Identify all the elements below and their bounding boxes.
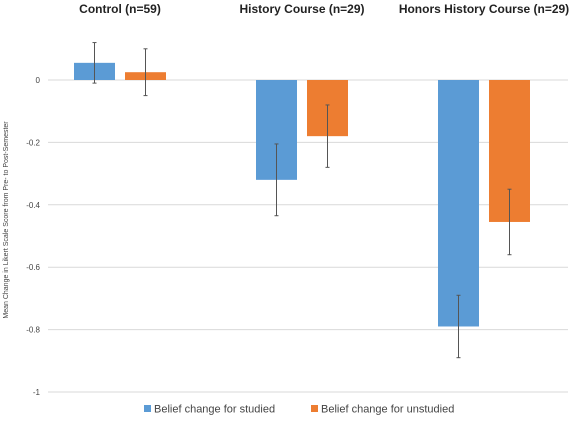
y-tick-label: -0.6: [26, 263, 40, 272]
y-axis-ticks: 0 -0.2 -0.4 -0.6 -0.8 -1: [26, 76, 40, 397]
y-tick-label: -0.4: [26, 201, 40, 210]
y-tick-label: 0: [36, 76, 41, 85]
y-axis-title: Mean Change in Likert Scale Score from P…: [3, 121, 10, 319]
y-tick-label: -1: [33, 388, 41, 397]
category-label: History Course (n=29): [239, 2, 364, 16]
y-tick-label: -0.2: [26, 138, 40, 147]
error-bars: [92, 42, 512, 359]
legend-label: Belief change for unstudied: [321, 404, 454, 416]
category-titles: Control (n=59) History Course (n=29) Honor…: [79, 2, 569, 16]
legend-label: Belief change for studied: [154, 404, 275, 416]
gridlines: [48, 79, 568, 393]
legend: Belief change for studied Belief change f…: [144, 404, 454, 416]
legend-swatch: [144, 405, 151, 412]
legend-swatch: [311, 405, 318, 412]
y-tick-label: -0.8: [26, 326, 40, 335]
category-label: Control (n=59): [79, 2, 161, 16]
category-label: Honors History Course (n=29): [399, 2, 569, 16]
bar: [438, 80, 479, 327]
bars: [74, 62, 530, 327]
